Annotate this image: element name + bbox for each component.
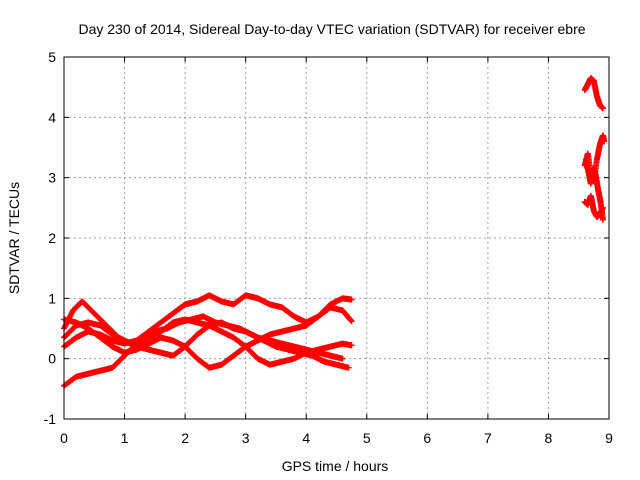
x-tick-label: 8 — [545, 430, 553, 446]
x-tick-label: 5 — [363, 430, 371, 446]
series-track-9 — [582, 156, 606, 223]
y-axis-label: SDTVAR / TECUs — [6, 182, 22, 294]
data-point — [345, 364, 352, 371]
data-points — [61, 75, 608, 389]
y-tick-label: 5 — [48, 49, 56, 65]
series-track-6 — [581, 75, 606, 112]
x-tick-label: 1 — [121, 430, 129, 446]
x-tick-label: 3 — [242, 430, 250, 446]
data-point — [348, 296, 355, 303]
y-tick-label: 3 — [48, 170, 56, 186]
y-tick-label: -1 — [44, 411, 57, 427]
data-point — [348, 342, 355, 349]
x-axis-label: GPS time / hours — [282, 458, 389, 474]
y-tick-label: 4 — [48, 109, 56, 125]
data-point — [348, 318, 355, 325]
x-tick-label: 7 — [484, 430, 492, 446]
y-tick-label: 2 — [48, 230, 56, 246]
y-tick-label: 1 — [48, 290, 56, 306]
x-tick-label: 4 — [302, 430, 310, 446]
data-point — [599, 105, 606, 112]
grid — [64, 57, 609, 419]
x-tick-label: 2 — [181, 430, 189, 446]
series-track-4 — [61, 316, 355, 389]
chart-title: Day 230 of 2014, Sidereal Day-to-day VTE… — [78, 21, 585, 37]
data-point — [599, 216, 606, 223]
x-tick-label: 6 — [423, 430, 431, 446]
x-tick-label: 0 — [60, 430, 68, 446]
plot-frame — [63, 56, 610, 420]
x-tick-label: 9 — [605, 430, 613, 446]
data-point — [339, 355, 346, 362]
y-tick-label: 0 — [48, 351, 56, 367]
series-track-5 — [61, 319, 346, 362]
data-point — [601, 138, 608, 145]
